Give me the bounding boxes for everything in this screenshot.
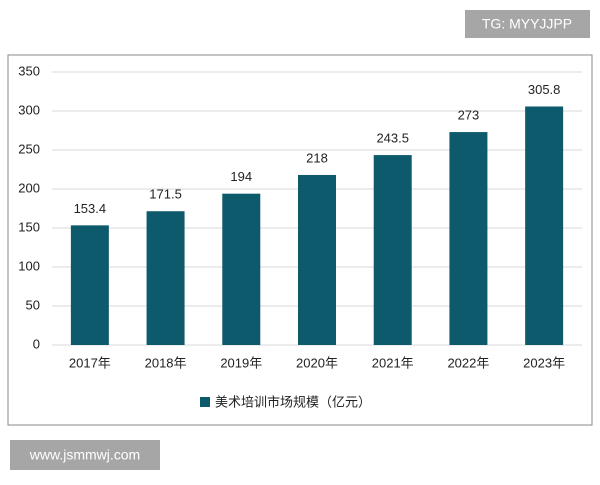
y-tick-label: 250	[18, 141, 40, 156]
bar	[373, 155, 412, 345]
data-label: 273	[458, 107, 480, 122]
data-label: 305.8	[528, 82, 561, 97]
bar	[70, 225, 109, 345]
data-label: 218	[306, 150, 328, 165]
y-tick-label: 300	[18, 102, 40, 117]
x-tick-label: 2021年	[372, 355, 414, 370]
y-tick-label: 200	[18, 180, 40, 195]
bar	[222, 193, 261, 345]
y-tick-label: 350	[18, 63, 40, 78]
data-label: 153.4	[74, 201, 107, 216]
y-tick-label: 0	[33, 336, 40, 351]
watermark-box	[465, 10, 590, 38]
data-label: 243.5	[376, 131, 409, 146]
x-tick-label: 2023年	[523, 355, 565, 370]
y-tick-label: 50	[26, 297, 40, 312]
x-tick-label: 2019年	[220, 355, 262, 370]
bar	[146, 211, 185, 345]
legend-label: 美术培训市场规模（亿元）	[215, 394, 371, 409]
data-label: 194	[230, 169, 252, 184]
data-label: 171.5	[149, 187, 182, 202]
legend-swatch	[200, 397, 210, 407]
y-tick-label: 150	[18, 219, 40, 234]
watermark-box	[10, 440, 160, 470]
bar	[449, 132, 488, 345]
y-tick-label: 100	[18, 258, 40, 273]
x-tick-label: 2017年	[69, 355, 111, 370]
x-tick-label: 2022年	[447, 355, 489, 370]
watermark: TG: MYYJJPP	[482, 16, 572, 32]
x-tick-label: 2020年	[296, 355, 338, 370]
bar	[298, 174, 336, 345]
x-tick-label: 2018年	[145, 355, 187, 370]
watermark: www.jsmmwj.com	[29, 447, 140, 463]
bar	[525, 106, 564, 345]
